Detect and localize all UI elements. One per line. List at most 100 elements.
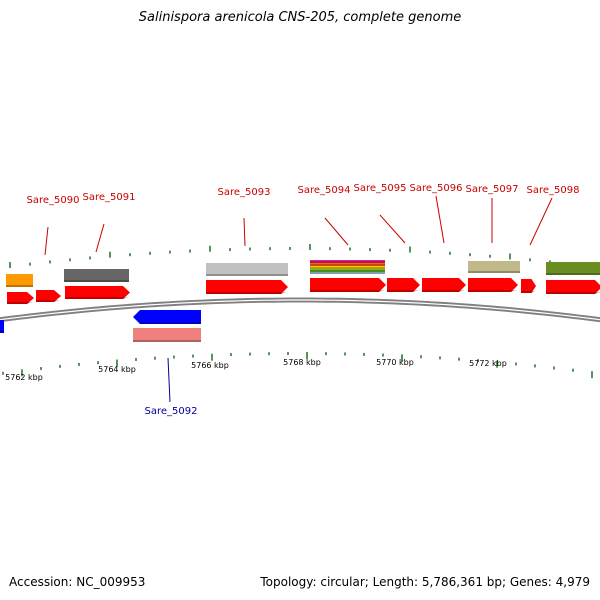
cds-arrow [468,278,518,292]
gene-leader-line [529,197,553,246]
gene-label-sare_5091: Sare_5091 [83,192,136,203]
inner-tick [534,364,536,368]
cds-arrow [387,278,420,292]
gene-bar-shadow [0,331,4,333]
cds-arrow-shadow [7,302,33,304]
genome-backbone [0,297,600,323]
outer-tick [29,262,31,266]
cds-arrow-shadow [65,297,129,299]
gene-bar-shadow [468,271,520,273]
outer-tick [489,254,491,258]
outer-tick [289,247,291,251]
kbp-position-label: 5764 kbp [98,365,136,374]
gene-bar-shadow [133,340,201,342]
kbp-position-label: 5768 kbp [283,358,321,367]
gene-annotation-bar [64,269,129,282]
inner-tick [287,352,289,356]
gene-bar-shadow [310,261,385,263]
cds-arrow-shadow [468,290,517,292]
cds-arrow-shadow [36,300,60,302]
gene-label-sare_5093: Sare_5093 [218,187,271,198]
inner-tick [135,358,137,362]
cds-arrow [310,278,386,292]
inner-tick [496,360,498,368]
genome-backbone-inner [0,299,600,321]
inner-tick [439,356,441,360]
inner-tick [40,367,42,371]
kbp-position-label: 5766 kbp [191,361,229,370]
gene-annotation-bar [206,263,288,276]
inner-tick [78,362,80,366]
inner-tick [192,354,194,358]
kbp-position-label: 5772 kbp [469,359,507,368]
inner-tick [306,352,308,360]
outer-tick [149,251,151,255]
inner-tick [97,361,99,365]
gene-bar-shadow [310,267,385,269]
gene-label-sare_5094: Sare_5094 [298,185,351,196]
outer-tick [269,247,271,251]
inner-tick [458,357,460,361]
gene-annotation-bar [0,320,4,333]
outer-tick [549,260,551,264]
outer-tick [49,260,51,264]
cds-arrow-shadow [310,290,385,292]
outer-tick [209,245,211,252]
inner-tick [382,353,384,357]
cds-arrow [521,279,536,293]
gene-bar-shadow [310,272,385,274]
outer-tick [189,249,191,253]
gene-annotation-bar [310,263,385,266]
kbp-position-label: 5762 kbp [5,373,43,382]
inner-tick [230,353,232,357]
gene-bar-shadow [64,280,129,282]
cds-arrow [65,286,130,299]
genome-summary-text: Topology: circular; Length: 5,786,361 bp… [260,575,590,589]
gene-leader-line [435,195,445,244]
outer-tick [529,258,531,262]
gene-leader-line [95,223,105,253]
gene-annotation-bar [310,266,385,269]
cds-arrow [36,290,61,302]
outer-tick [229,248,231,252]
inner-tick [325,352,327,356]
cds-arrow [546,280,600,294]
gene-label-sare_5098: Sare_5098 [527,185,580,196]
outer-tick [429,250,431,254]
outer-tick [389,248,391,252]
outer-tick [509,253,511,260]
outer-tick [349,247,351,251]
cds-reverse-arrow [133,310,201,324]
cds-arrow [7,292,34,304]
inner-tick [401,354,403,362]
inner-tick [477,359,479,363]
gene-leader-line [243,217,246,247]
gene-leader-line [167,357,171,403]
inner-tick [249,352,251,356]
gene-annotation-bar [6,274,33,287]
cds-arrow [422,278,466,292]
gene-annotation-bar [468,261,520,273]
inner-tick [515,362,517,366]
gene-label-sare_5095: Sare_5095 [354,183,407,194]
inner-tick [173,355,175,359]
gene-bar-shadow [206,274,288,276]
gene-bar-shadow [546,273,600,275]
outer-tick [69,258,71,262]
gene-annotation-bar [133,328,201,342]
outer-tick [109,251,111,258]
gene-bar-shadow [310,270,385,272]
outer-tick [129,253,131,257]
gene-label-sare_5096: Sare_5096 [410,183,463,194]
outer-tick [169,250,171,254]
accession-text: Accession: NC_009953 [9,575,146,589]
outer-tick [249,247,251,251]
inner-tick [572,368,574,372]
inner-tick [553,366,555,370]
inner-tick [591,371,593,379]
gene-label-sare_5097: Sare_5097 [466,184,519,195]
outer-tick [89,256,91,260]
inner-tick [21,369,23,377]
inner-tick [344,352,346,356]
